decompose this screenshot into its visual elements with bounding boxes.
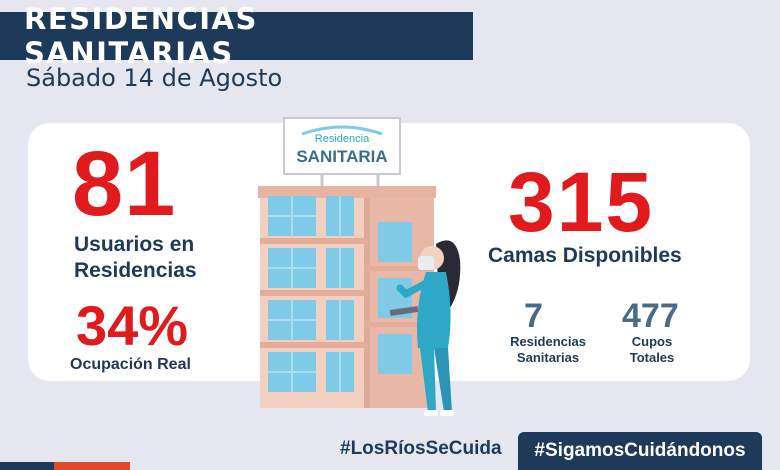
page-title: RESIDENCIAS SANITARIAS: [24, 2, 258, 70]
residences-label-line2: Sanitarias: [516, 350, 580, 365]
svg-text:SANITARIA: SANITARIA: [296, 147, 387, 166]
hashtag-primary: #LosRíosSeCuida: [340, 438, 502, 459]
users-label: Usuarios en Residencias: [74, 232, 197, 284]
nurse-illustration: [389, 240, 461, 416]
building-illustration: Residencia SANITARIA: [258, 117, 461, 416]
occupancy-percent: 34%: [76, 294, 189, 357]
title-banner: RESIDENCIAS SANITARIAS: [0, 2, 473, 70]
users-label-line2: Residencias: [74, 259, 197, 282]
occupancy-label: Ocupación Real: [70, 356, 191, 373]
slots-label: Cupos Totales: [610, 334, 694, 366]
users-label-line1: Usuarios en: [74, 233, 195, 256]
beds-count: 315: [508, 155, 655, 249]
residences-label-line1: Residencias: [510, 334, 586, 349]
slots-label-line1: Cupos: [631, 334, 673, 349]
residencia-sign: Residencia SANITARIA: [283, 117, 401, 186]
slots-label-line2: Totales: [629, 350, 675, 365]
date-subtitle: Sábado 14 de Agosto: [26, 64, 283, 92]
svg-text:Residencia: Residencia: [315, 133, 370, 145]
slots-count: 477: [622, 297, 679, 335]
hashtag-secondary: #SigamosCuidándonos: [518, 432, 762, 470]
footer-stripe-blue: [0, 462, 54, 470]
residences-count: 7: [524, 297, 543, 335]
users-count: 81: [72, 133, 177, 235]
residences-label: Residencias Sanitarias: [500, 334, 596, 366]
beds-label: Camas Disponibles: [488, 244, 682, 267]
footer-stripe-red: [54, 462, 130, 470]
